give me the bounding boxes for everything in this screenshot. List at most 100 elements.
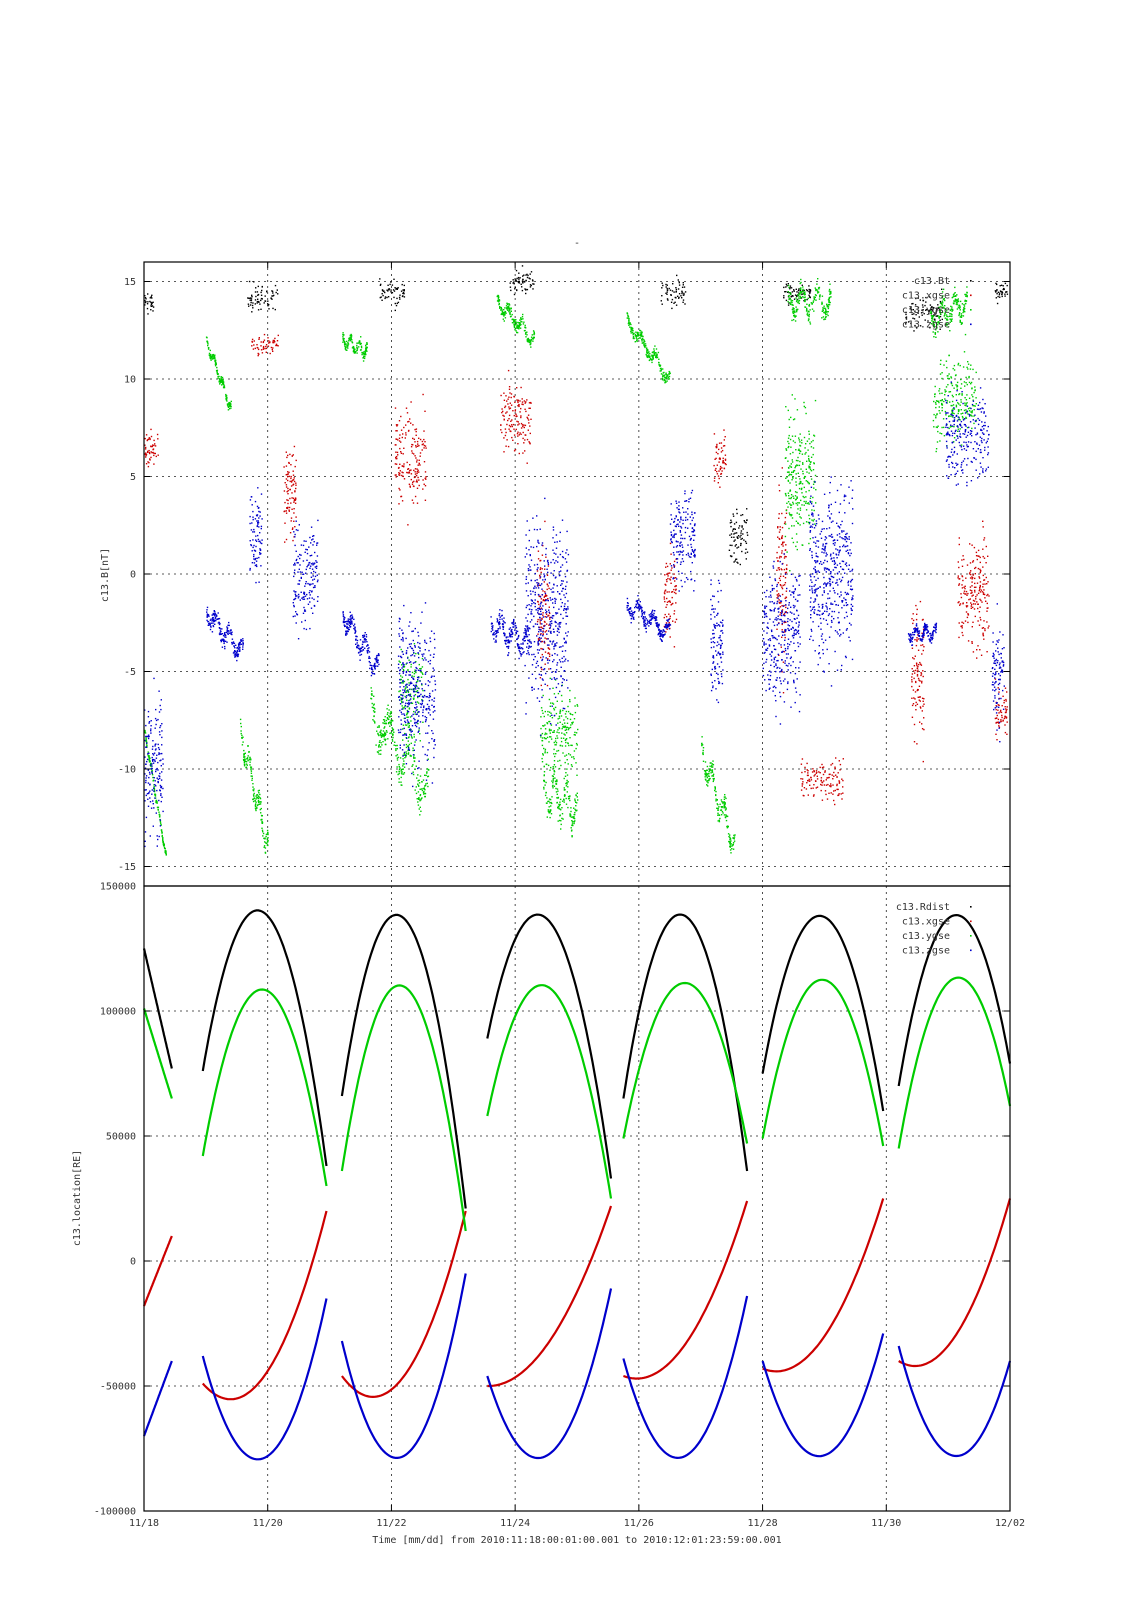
point-c13-xgse: [983, 539, 985, 541]
point-c13-xgse: [403, 465, 405, 467]
point-c13-ygse: [254, 807, 257, 809]
point-c13-xgse: [156, 433, 159, 436]
point-c13-Bt: [402, 292, 404, 295]
point-c13-xgse: [972, 577, 974, 579]
point-c13-ygse: [145, 739, 147, 741]
point-c13-ygse: [417, 780, 419, 782]
point-c13-Bt: [682, 299, 685, 301]
point-c13-Bt: [661, 303, 663, 305]
point-c13-ygse: [415, 765, 417, 767]
point-c13-xgse: [912, 619, 915, 622]
point-c13-xgse: [529, 407, 531, 409]
point-c13-ygse: [808, 542, 810, 545]
point-c13-ygse: [628, 321, 630, 324]
point-c13-xgse: [721, 449, 724, 452]
point-c13-xgse: [415, 430, 417, 433]
point-c13-ygse: [794, 398, 796, 400]
point-c13-ygse: [828, 299, 830, 302]
point-c13-ygse: [362, 360, 365, 362]
point-c13-ygse: [790, 515, 792, 517]
point-c13-xgse: [724, 463, 726, 465]
point-c13-Bt: [398, 296, 401, 299]
point-c13-xgse: [781, 609, 784, 611]
point-c13-ygse: [380, 742, 382, 744]
point-c13-ygse: [392, 728, 395, 731]
point-c13-xgse: [417, 464, 419, 466]
point-c13-ygse: [938, 321, 940, 323]
point-c13-Bt: [996, 302, 999, 305]
point-c13-ygse: [410, 729, 412, 731]
point-c13-ygse: [564, 729, 566, 731]
point-c13-ygse: [260, 818, 262, 821]
point-c13-Bt: [745, 548, 747, 550]
point-c13-ygse: [702, 760, 705, 762]
point-c13-xgse: [287, 473, 289, 475]
point-c13-ygse: [396, 759, 399, 761]
point-c13-ygse: [265, 835, 267, 838]
point-c13-Bt: [515, 279, 517, 281]
point-c13-ygse: [790, 474, 793, 476]
point-c13-xgse: [724, 458, 727, 460]
point-c13-Bt: [790, 295, 793, 298]
point-c13-ygse: [557, 806, 559, 809]
point-c13-ygse: [242, 736, 244, 738]
point-c13-ygse: [403, 717, 405, 720]
point-c13-xgse: [511, 436, 513, 439]
point-c13-ygse: [941, 300, 944, 302]
point-c13-ygse: [426, 768, 429, 770]
point-c13-ygse: [962, 412, 964, 414]
point-c13-ygse: [218, 379, 221, 381]
point-c13-ygse: [384, 731, 386, 734]
point-c13-ygse: [520, 317, 522, 319]
point-c13-ygse: [716, 799, 718, 801]
point-c13-ygse: [555, 753, 557, 755]
point-c13-ygse: [733, 838, 735, 840]
point-c13-xgse: [975, 598, 977, 600]
point-c13-xgse: [157, 438, 159, 440]
point-c13-ygse: [427, 758, 429, 760]
point-c13-ygse: [157, 806, 159, 809]
point-c13-ygse: [508, 304, 511, 306]
point-c13-Bt: [149, 300, 151, 303]
point-c13-ygse: [410, 688, 413, 691]
point-c13-ygse: [956, 381, 959, 384]
point-c13-xgse: [919, 721, 921, 723]
point-c13-ygse: [945, 314, 948, 316]
point-c13-ygse: [940, 359, 942, 362]
point-c13-ygse: [665, 377, 667, 379]
point-c13-xgse: [778, 602, 781, 604]
point-c13-xgse: [999, 711, 1002, 713]
point-c13-xgse: [811, 771, 814, 773]
point-c13-ygse: [971, 427, 973, 430]
point-c13-ygse: [417, 774, 419, 776]
point-c13-ygse: [806, 460, 808, 462]
point-c13-ygse: [412, 764, 414, 766]
point-c13-xgse: [506, 400, 508, 402]
point-c13-Bt: [396, 297, 398, 300]
point-c13-ygse: [220, 377, 222, 379]
point-c13-xgse: [287, 476, 289, 478]
point-c13-xgse: [507, 403, 509, 405]
point-c13-xgse: [979, 568, 981, 571]
point-c13-xgse: [713, 480, 716, 482]
point-c13-xgse: [921, 632, 923, 634]
point-c13-xgse: [399, 463, 401, 465]
point-c13-ygse: [960, 383, 963, 385]
point-c13-ygse: [825, 311, 828, 313]
point-c13-ygse: [972, 399, 974, 401]
point-c13-Bt: [381, 299, 383, 301]
point-c13-ygse: [561, 813, 564, 815]
point-c13-xgse: [265, 347, 268, 350]
point-c13-Bt: [928, 309, 930, 312]
point-c13-Bt: [149, 297, 151, 299]
point-c13-xgse: [714, 469, 716, 471]
point-c13-ygse: [263, 837, 265, 840]
point-c13-xgse: [978, 555, 980, 557]
point-c13-ygse: [808, 503, 810, 505]
point-c13-ygse: [789, 292, 791, 294]
point-c13-Bt: [737, 535, 740, 537]
point-c13-zgse: [235, 654, 237, 656]
point-c13-ygse: [218, 378, 221, 380]
point-c13-ygse: [165, 852, 167, 854]
point-c13-xgse: [148, 451, 151, 454]
